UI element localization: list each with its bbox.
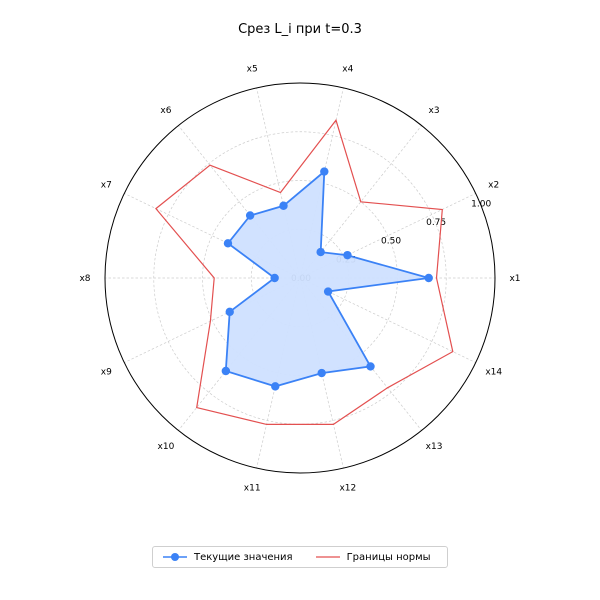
category-label: x10 (158, 442, 175, 452)
series-current-point (323, 287, 333, 296)
legend-line-bounds (315, 556, 340, 558)
series-current-area (225, 171, 429, 387)
legend-marker-current (163, 553, 187, 561)
series-current-point (317, 368, 326, 378)
category-label: x4 (342, 64, 353, 74)
category-label: x9 (101, 367, 112, 377)
category-label: x7 (101, 181, 112, 191)
legend-item-bounds: Границы нормы (315, 552, 431, 563)
radial-tick-label: 1.00 (471, 199, 491, 209)
radial-tick-label: 0.50 (381, 237, 401, 247)
series-current-point (316, 247, 325, 257)
category-label: x3 (429, 106, 440, 116)
category-label: x1 (509, 274, 520, 284)
series-current-point (343, 250, 352, 260)
category-label: x2 (488, 181, 499, 191)
category-label: x5 (247, 64, 258, 74)
series-current-point (424, 273, 433, 283)
category-label: x8 (79, 274, 90, 284)
category-label: x6 (160, 106, 171, 116)
series-current-point (271, 382, 280, 391)
chart-title: Срез L_i при t=0.3 (238, 22, 362, 37)
category-label: x13 (426, 442, 443, 452)
series-current-point (270, 273, 279, 283)
radial-tick-label: 0.75 (426, 218, 446, 228)
series-current-point (245, 211, 255, 220)
legend-label-bounds: Границы нормы (346, 551, 431, 563)
legend-item-current: Текущие значения (162, 552, 293, 563)
series-current-point (366, 362, 375, 371)
outer-frame (104, 82, 496, 474)
series-current-point (223, 239, 233, 248)
series-current-point (320, 167, 329, 176)
legend: Текущие значения Границы нормы (152, 546, 448, 568)
series-current-point (225, 307, 234, 317)
series-bounds-line (155, 118, 454, 425)
category-label: x11 (244, 484, 261, 494)
series-layer (155, 118, 454, 425)
series-current-point (221, 366, 231, 376)
category-label: x14 (485, 367, 502, 377)
category-label: x12 (339, 484, 356, 494)
series-current-point (279, 201, 288, 210)
category-labels: x1 x2 x3 x4 x5 x6 x7 x8 x9 x10 x11 x12 x13 x14 (79, 64, 520, 493)
legend-label-current: Текущие значения (194, 551, 293, 563)
